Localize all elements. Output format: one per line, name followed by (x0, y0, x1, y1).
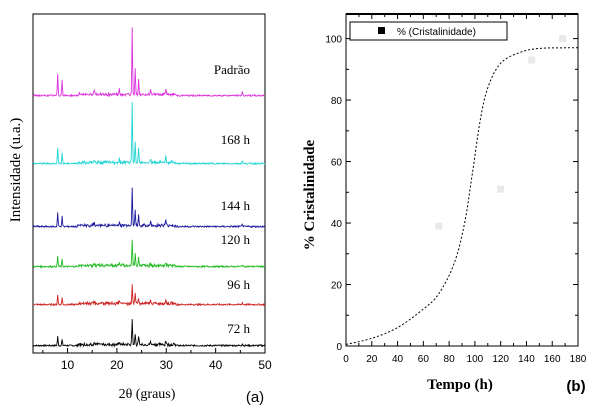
xrd-series-4 (32, 101, 266, 166)
data-point-1 (497, 185, 505, 193)
b-ytick-label-100: 100 (325, 35, 342, 46)
panel-b-crystallinity: 0 20 40 60 80 100 120 140 160 180 0 20 40 60 80 100 % (… (302, 13, 587, 395)
panel-a-label: (a) (246, 389, 264, 406)
series-label-3: 144 h (221, 198, 251, 213)
data-point-2 (528, 56, 536, 64)
b-xtick-label-40: 40 (392, 354, 404, 365)
series-label-2: 120 h (221, 232, 251, 247)
fit-curve (345, 47, 579, 345)
panel-b-xlabel: Tempo (h) (427, 377, 493, 393)
b-xtick-label-180: 180 (570, 354, 587, 365)
b-xtick-label-20: 20 (366, 354, 378, 365)
b-xtick-label-140: 140 (518, 354, 535, 365)
xrd-series-1 (32, 284, 266, 307)
b-xtick-label-80: 80 (444, 354, 456, 365)
a-xtick-label-10: 10 (61, 358, 75, 372)
series-label-5: Padrão (214, 62, 250, 77)
data-point-0 (435, 222, 443, 230)
b-ytick-label-0: 0 (336, 342, 342, 353)
xrd-series-3 (32, 187, 266, 229)
a-xtick-label-40: 40 (209, 358, 223, 372)
a-xtick-label-20: 20 (110, 358, 124, 372)
b-ytick-label-20: 20 (331, 281, 343, 292)
panel-a-ylabel: Intensidade (u.a.) (8, 118, 24, 223)
legend-marker (378, 27, 385, 34)
b-xtick-label-60: 60 (418, 354, 430, 365)
b-xtick-label-120: 120 (492, 354, 509, 365)
data-point-3 (559, 35, 567, 43)
panel-a-xrd: 72 h 96 h 120 h 144 h 168 h Padrão 10 20 30 40 50… (8, 13, 272, 406)
b-xtick-label-100: 100 (467, 354, 484, 365)
xrd-series-2 (32, 239, 266, 269)
a-xtick-label-50: 50 (258, 358, 272, 372)
b-xtick-label-0: 0 (343, 354, 349, 365)
xrd-series-0 (32, 319, 266, 348)
panel-b-ylabel: % Cristalinidade (302, 139, 318, 250)
a-xtick-label-30: 30 (160, 358, 174, 372)
series-label-1: 96 h (227, 277, 250, 292)
b-ytick-label-40: 40 (331, 219, 343, 230)
series-label-4: 168 h (221, 132, 251, 147)
legend-box (349, 21, 508, 41)
series-label-0: 72 h (227, 321, 250, 336)
xrd-series-5 (32, 27, 266, 98)
panel-a-frame (32, 13, 266, 354)
b-xtick-label-160: 160 (544, 354, 561, 365)
legend-label: % (Cristalinidade) (397, 27, 476, 38)
b-ytick-label-60: 60 (331, 158, 343, 169)
b-ytick-label-80: 80 (331, 96, 343, 107)
panel-b-frame (345, 13, 579, 347)
panel-b-label: (b) (566, 378, 585, 395)
panel-a-xlabel: 2θ (graus) (119, 387, 176, 402)
legend: % (Cristalinidade) (349, 21, 508, 41)
